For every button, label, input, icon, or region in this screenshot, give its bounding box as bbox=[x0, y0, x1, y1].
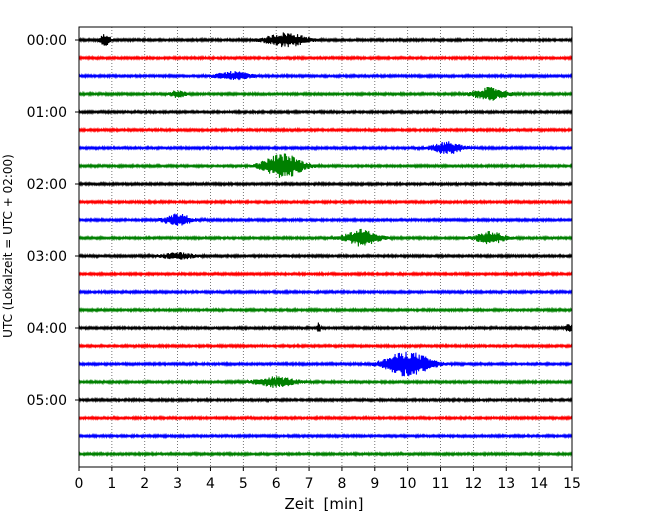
x-tick-label: 0 bbox=[75, 476, 84, 492]
x-tick-label: 5 bbox=[239, 476, 248, 492]
x-tick-label: 15 bbox=[563, 476, 581, 492]
x-tick-label: 9 bbox=[370, 476, 379, 492]
x-axis-label: Zeit [min] bbox=[284, 495, 363, 513]
trace-0030 bbox=[78, 70, 573, 81]
trace-0530 bbox=[78, 432, 573, 440]
trace-0000 bbox=[78, 32, 573, 48]
y-axis-ticks: 00:00 01:00 02:00 03:00 04:00 05:00 bbox=[27, 33, 79, 409]
trace-0200 bbox=[78, 180, 573, 188]
y-tick-label: 00:00 bbox=[27, 33, 67, 49]
trace-0400 bbox=[78, 322, 573, 332]
x-tick-label: 8 bbox=[337, 476, 346, 492]
x-tick-label: 14 bbox=[530, 476, 548, 492]
x-tick-label: 3 bbox=[173, 476, 182, 492]
x-tick-label: 2 bbox=[140, 476, 149, 492]
y-tick-label: 01:00 bbox=[27, 105, 67, 121]
x-axis-ticks: 0 1 2 3 4 5 6 7 8 9 10 11 12 13 14 15 bbox=[75, 467, 581, 492]
grid-lines bbox=[111, 27, 540, 467]
x-tick-label: 12 bbox=[464, 476, 482, 492]
trace-0345 bbox=[78, 306, 573, 314]
trace-0430 bbox=[78, 351, 573, 377]
y-tick-label: 03:00 bbox=[27, 249, 67, 265]
trace-0015 bbox=[78, 54, 573, 62]
x-tick-label: 4 bbox=[206, 476, 215, 492]
y-axis-label: UTC (Lokalzeit = UTC + 02:00) bbox=[1, 154, 15, 338]
trace-0230 bbox=[78, 213, 573, 226]
x-tick-label: 10 bbox=[399, 476, 417, 492]
trace-0545 bbox=[78, 450, 573, 458]
trace-0100 bbox=[78, 108, 573, 116]
trace-0315 bbox=[78, 270, 573, 278]
trace-0215 bbox=[78, 198, 573, 206]
trace-0500 bbox=[78, 396, 573, 404]
trace-0415 bbox=[78, 342, 573, 350]
trace-0145 bbox=[78, 153, 573, 178]
x-tick-label: 6 bbox=[272, 476, 281, 492]
trace-0045 bbox=[78, 86, 573, 101]
trace-0130 bbox=[78, 141, 573, 154]
trace-0515 bbox=[78, 414, 573, 422]
trace-0300 bbox=[78, 252, 573, 260]
x-tick-label: 7 bbox=[305, 476, 314, 492]
plot-frame bbox=[78, 26, 573, 468]
trace-0245 bbox=[78, 228, 573, 247]
trace-0445 bbox=[78, 376, 573, 388]
y-tick-label: 05:00 bbox=[27, 393, 67, 409]
y-tick-label: 02:00 bbox=[27, 177, 67, 193]
y-tick-label: 04:00 bbox=[27, 321, 67, 337]
x-tick-label: 11 bbox=[432, 476, 450, 492]
x-tick-label: 13 bbox=[497, 476, 515, 492]
trace-0115 bbox=[78, 126, 573, 134]
seismic-traces bbox=[78, 32, 573, 458]
trace-0330 bbox=[78, 288, 573, 296]
x-tick-label: 1 bbox=[107, 476, 116, 492]
